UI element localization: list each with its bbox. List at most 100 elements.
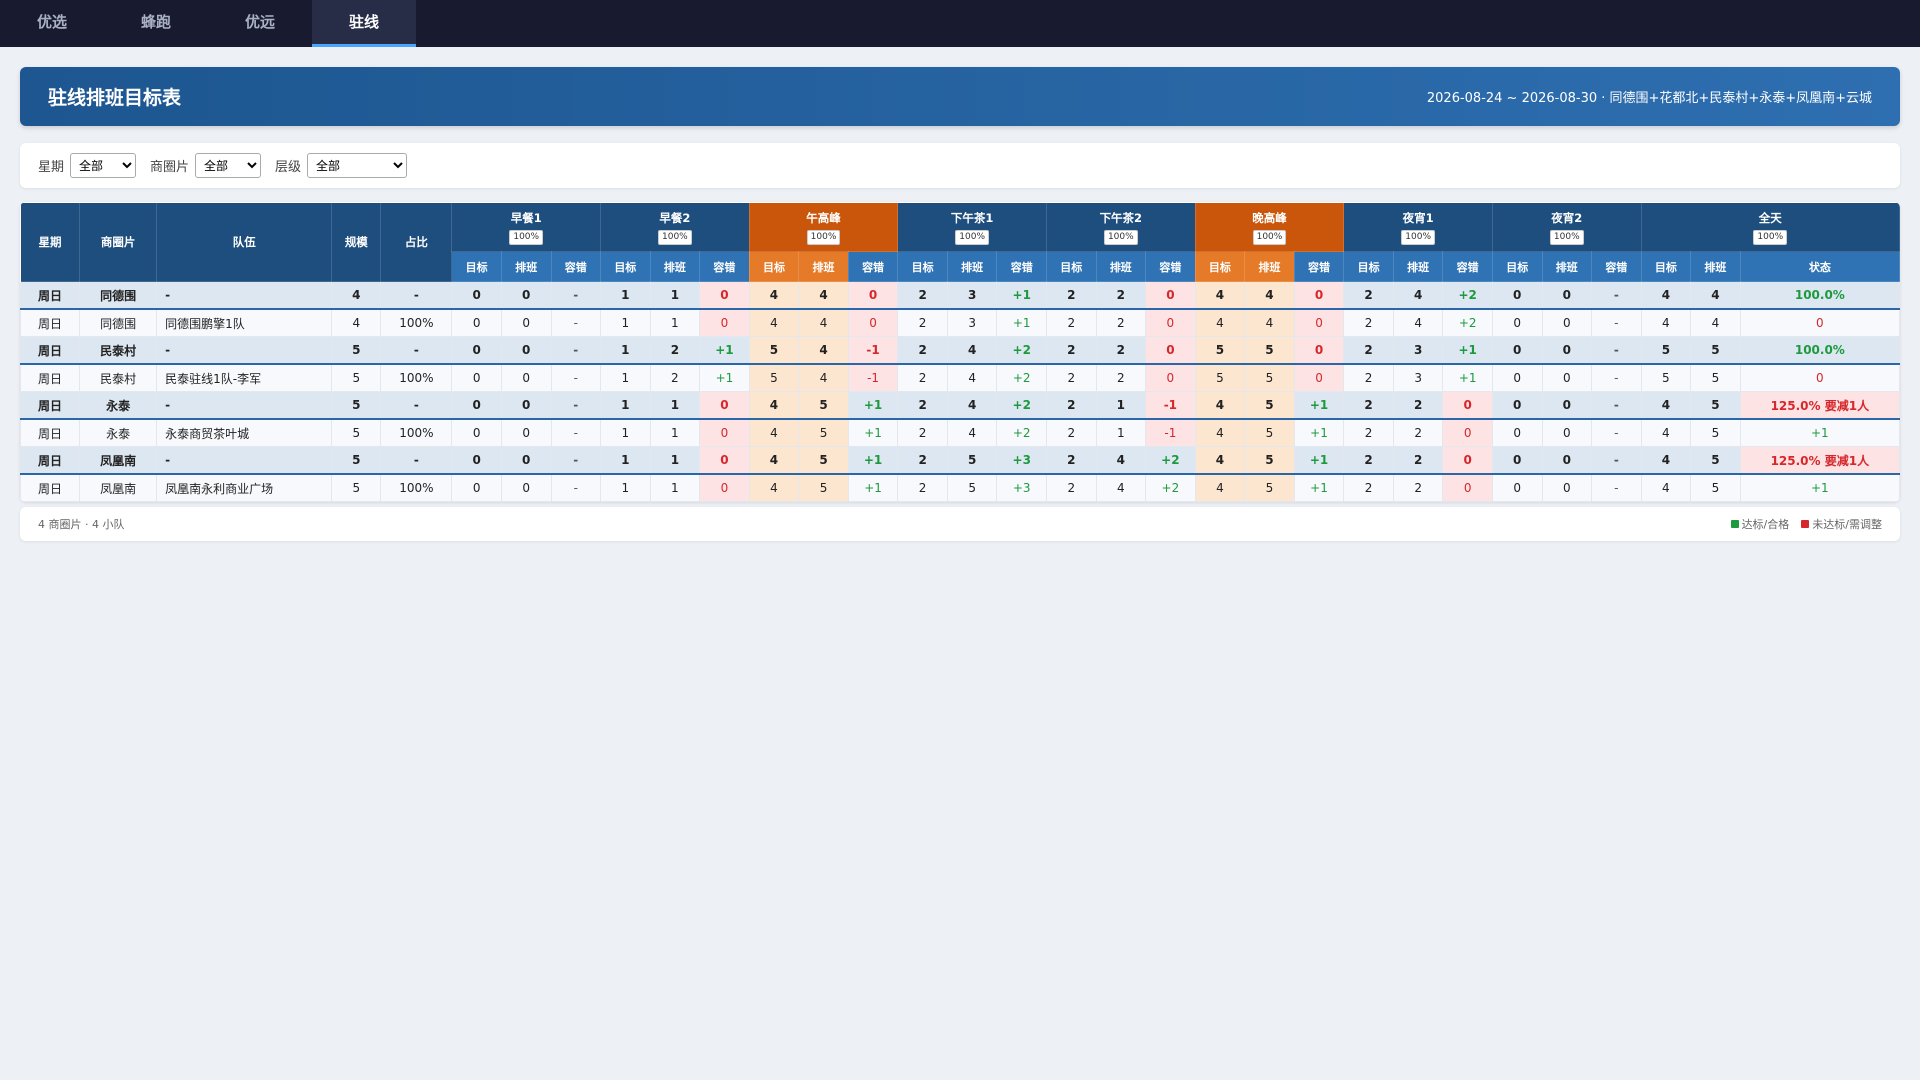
sub-header: 容错 (1145, 251, 1196, 282)
filter-select[interactable]: 全部 (307, 153, 408, 178)
table-cell: 4 (1640, 473, 1692, 502)
table-cell: 4 (946, 363, 998, 392)
table-cell: +1 (1293, 391, 1345, 420)
table-cell: 4 (1194, 418, 1246, 447)
table-cell: -1 (847, 363, 899, 392)
filter-select[interactable]: 全部 (195, 153, 262, 178)
tolerance-select[interactable]: 100% (1401, 229, 1435, 245)
tolerance-select[interactable]: 100% (806, 229, 841, 245)
table-cell: +2 (1145, 446, 1196, 475)
table-cell: 2 (897, 336, 948, 365)
table-cell: 0 (1491, 446, 1543, 475)
summary-row: 周日 永泰 -5-0 0-1 1 0 4 5 +1 2 4 +2 2 1 -1 4 5 +1 2 2 0 0 0-4 5 125… (20, 391, 1900, 420)
table-cell: 2 (897, 418, 948, 447)
table-cell: 2 (649, 336, 701, 365)
tab[interactable]: 优选 (36, 13, 67, 31)
table-cell: 4 (1194, 473, 1246, 502)
table-cell: 4 (798, 363, 849, 392)
table-cell: - (550, 391, 602, 420)
table-cell: +1 (1442, 336, 1493, 365)
tolerance-select[interactable]: 100% (1252, 229, 1287, 245)
table-cell: 0 (1145, 308, 1196, 337)
team-row: 周日 永泰 永泰商贸茶叶城 5 100% 0 0-1 1 0 4 5 +1 2 4 +2 2 1 -1 4 5 +1 2 2… (20, 418, 1900, 447)
table-cell: 4 (748, 418, 800, 447)
period-name: 午高峰 (806, 210, 841, 225)
table-cell: 0 (1442, 473, 1493, 502)
table-cell: 2 (1046, 473, 1097, 502)
table-cell: 5 (1244, 473, 1295, 502)
column-header: 队伍 (156, 202, 333, 282)
tolerance-select[interactable]: 100% (1103, 229, 1138, 245)
tolerance-select[interactable]: 100% (1549, 229, 1584, 245)
table-cell: 2 (897, 473, 948, 502)
tab[interactable]: 优远 (244, 13, 275, 31)
period-header: 下午茶1 100% (897, 202, 1047, 252)
period-name: 早餐2 (659, 210, 691, 225)
period-name: 晚高峰 (1252, 210, 1287, 225)
table-cell: 4 (1392, 308, 1444, 337)
table-cell: 2 (1046, 281, 1097, 310)
table-cell: 0 (1293, 308, 1345, 337)
table-cell: 3 (946, 281, 998, 310)
table-cell: 0 (500, 418, 552, 447)
table-cell: 4 (798, 281, 849, 310)
table-cell: 1 (600, 418, 651, 447)
table-cell: 0 (699, 391, 750, 420)
sub-header: 容错 (550, 251, 602, 282)
table-cell: - (380, 446, 453, 475)
table-cell: 5 (1690, 418, 1741, 447)
sub-header: 排班 (1541, 251, 1593, 282)
tab[interactable]: 驻线 (312, 0, 416, 47)
sub-header: 目标 (897, 251, 948, 282)
table-cell: +2 (1442, 281, 1493, 310)
table-cell: 4 (1640, 281, 1692, 310)
table-cell: 4 (1194, 281, 1246, 310)
tolerance-select[interactable]: 100% (658, 229, 692, 245)
legend-swatch (1801, 520, 1810, 528)
table-cell: 2 (1343, 418, 1394, 447)
table-cell: - (156, 391, 333, 420)
legend-label: 达标/合格 (1741, 518, 1790, 531)
period-name: 早餐1 (510, 210, 542, 225)
filter-select[interactable]: 全部 (70, 153, 137, 178)
tolerance-select[interactable]: 100% (1753, 229, 1788, 245)
period-name: 夜宵1 (1402, 210, 1434, 225)
table-cell: 125.0% 要减1人 (1739, 391, 1900, 420)
table-cell: 2 (1343, 308, 1394, 337)
table-cell: 0 (500, 446, 552, 475)
table-cell: 4 (1640, 308, 1692, 337)
table-cell: 0 (1145, 336, 1196, 365)
column-header: 商圈片 (79, 202, 158, 282)
table-cell: 1 (600, 308, 651, 337)
table-cell: 1 (649, 308, 701, 337)
table-body: 周日 同德围 -4-0 0-1 1 0 4 4 0 2 3 +1 2 2 0 4 4 0 2 4 +2 0 0-4 4 100.… (20, 281, 1900, 502)
table-cell: - (550, 308, 602, 337)
table-cell: 0 (451, 363, 502, 392)
table-cell: 0 (1541, 418, 1593, 447)
table-cell: 5 (798, 418, 849, 447)
tolerance-select[interactable]: 100% (509, 229, 544, 245)
table-cell: - (550, 418, 602, 447)
tolerance-select[interactable]: 100% (955, 229, 990, 245)
sub-header: 容错 (1591, 251, 1642, 282)
table-cell: 0 (1491, 473, 1543, 502)
table-cell: 1 (600, 336, 651, 365)
table-cell: 0 (1491, 308, 1543, 337)
table-cell: 2 (1046, 446, 1097, 475)
tab[interactable]: 蜂跑 (140, 13, 171, 31)
table-cell: 5 (1194, 336, 1246, 365)
table-cell: 0 (451, 281, 502, 310)
period-header: 午高峰 100% (748, 202, 899, 252)
table-cell: 5 (1690, 336, 1741, 365)
table-cell: 民泰村 (79, 336, 158, 365)
table-cell: 4 (1194, 446, 1246, 475)
table-cell: +1 (847, 446, 899, 475)
table-cell: 4 (1194, 391, 1246, 420)
table-cell: 5 (1640, 363, 1692, 392)
sub-header: 容错 (1293, 251, 1345, 282)
table-cell: 4 (1640, 446, 1692, 475)
table-cell: 2 (1095, 281, 1147, 310)
filter: 星期 全部 (38, 153, 137, 178)
table-cell: - (156, 336, 333, 365)
